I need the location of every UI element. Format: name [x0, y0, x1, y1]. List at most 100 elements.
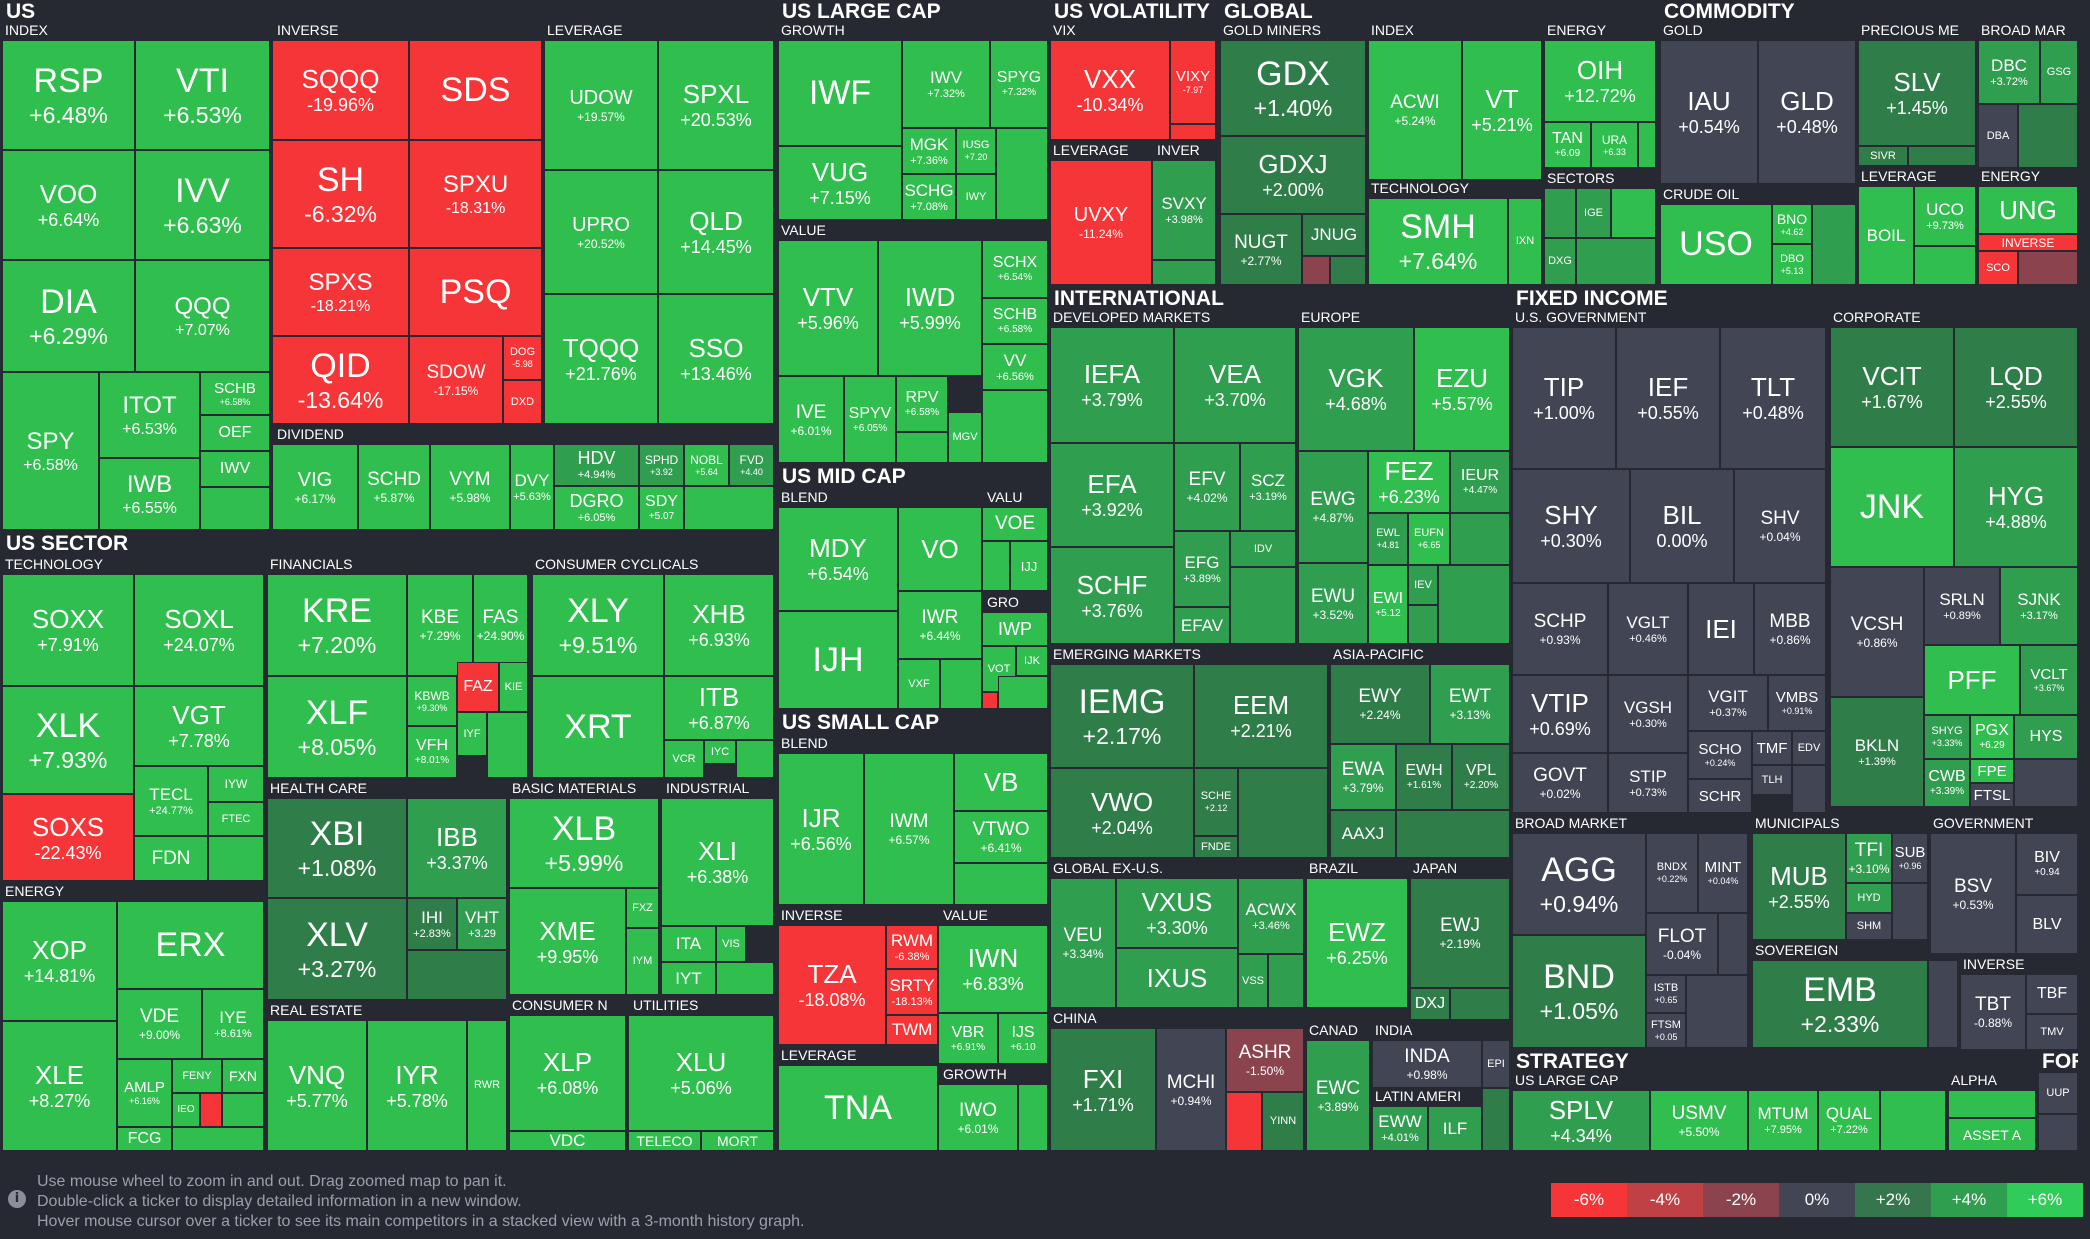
- ticker-tile-dxg[interactable]: DXG: [1544, 238, 1576, 285]
- ticker-tile-dba[interactable]: DBA: [1978, 104, 2018, 168]
- ticker-tile-small[interactable]: [1686, 975, 1748, 1048]
- ticker-tile-small[interactable]: [1450, 513, 1510, 565]
- ticker-tile-vis[interactable]: VIS: [716, 926, 746, 962]
- ticker-tile-mgk[interactable]: MGK +7.36%: [902, 128, 956, 174]
- ticker-tile-ezu[interactable]: EZU +5.57%: [1414, 327, 1510, 451]
- ticker-tile-xme[interactable]: XME +9.95%: [509, 888, 626, 995]
- ticker-tile-pff[interactable]: PFF: [1924, 645, 2020, 715]
- ticker-tile-sivr[interactable]: SIVR: [1858, 146, 1908, 166]
- ticker-tile-small[interactable]: [1908, 146, 1976, 166]
- ticker-tile-spyg[interactable]: SPYG +7.32%: [990, 40, 1048, 128]
- ticker-tile-kbwb[interactable]: KBWB +9.30%: [407, 676, 457, 726]
- ticker-tile-dgro[interactable]: DGRO +6.05%: [554, 486, 639, 530]
- ticker-tile-sh[interactable]: SH -6.32%: [272, 140, 409, 248]
- ticker-tile-splv[interactable]: SPLV +4.34%: [1512, 1090, 1650, 1151]
- ticker-tile-biv[interactable]: BIV +0.94: [2016, 833, 2078, 895]
- ticker-tile-vxf[interactable]: VXF: [898, 659, 940, 709]
- ticker-tile-sphd[interactable]: SPHD +3.92: [639, 444, 684, 486]
- ticker-tile-spy[interactable]: SPY +6.58%: [2, 372, 99, 530]
- ticker-tile-boil[interactable]: BOIL: [1858, 186, 1914, 285]
- ticker-tile-small[interactable]: [1268, 954, 1304, 1008]
- ticker-tile-cwb[interactable]: CWB +3.39%: [1924, 759, 1970, 807]
- ticker-tile-small[interactable]: [208, 836, 264, 881]
- ticker-tile-sco[interactable]: SCO: [1978, 251, 2018, 285]
- ticker-tile-aaxj[interactable]: AAXJ: [1330, 810, 1396, 858]
- ticker-tile-small[interactable]: [1152, 260, 1216, 285]
- ticker-tile-fxi[interactable]: FXI +1.71%: [1050, 1028, 1156, 1151]
- ticker-tile-ewt[interactable]: EWT +3.13%: [1430, 664, 1510, 744]
- ticker-tile-vss[interactable]: VSS: [1238, 954, 1268, 1008]
- ticker-tile-mchi[interactable]: MCHI +0.94%: [1156, 1028, 1226, 1151]
- ticker-tile-bsv[interactable]: BSV +0.53%: [1930, 833, 2016, 954]
- ticker-tile-mub[interactable]: MUB +2.55%: [1752, 833, 1846, 940]
- ticker-tile-small[interactable]: [2038, 1114, 2078, 1151]
- ticker-tile-ijh[interactable]: IJH: [778, 611, 898, 709]
- ticker-tile-sjnk[interactable]: SJNK +3.17%: [2000, 567, 2078, 645]
- ticker-tile-ixn[interactable]: IXN: [1508, 198, 1542, 285]
- ticker-tile-iym[interactable]: IYM: [626, 928, 659, 995]
- ticker-tile-small[interactable]: [1718, 913, 1748, 975]
- ticker-tile-xrt[interactable]: XRT: [532, 676, 664, 778]
- ticker-tile-iwo[interactable]: IWO +6.01%: [938, 1084, 1018, 1151]
- ticker-tile-efa[interactable]: EFA +3.92%: [1050, 443, 1174, 547]
- ticker-tile-mint[interactable]: MINT +0.04%: [1698, 833, 1748, 913]
- ticker-tile-shyg[interactable]: SHYG +3.33%: [1924, 715, 1970, 759]
- ticker-tile-tmv[interactable]: TMV: [2026, 1014, 2078, 1050]
- ticker-tile-iau[interactable]: IAU +0.54%: [1660, 40, 1758, 184]
- ticker-tile-small[interactable]: [1812, 204, 1856, 285]
- ticker-tile-ijr[interactable]: IJR +6.56%: [778, 753, 864, 905]
- ticker-tile-acwx[interactable]: ACWX +3.46%: [1238, 878, 1304, 954]
- ticker-tile-small[interactable]: [1914, 246, 1976, 285]
- ticker-tile-mort[interactable]: MORT: [701, 1131, 774, 1151]
- ticker-tile-iyw[interactable]: IYW: [208, 766, 264, 802]
- ticker-tile-stip[interactable]: STIP +0.73%: [1608, 753, 1688, 813]
- ticker-tile-ashr[interactable]: ASHR -1.50%: [1226, 1028, 1304, 1092]
- ticker-tile-gsg[interactable]: GSG: [2040, 40, 2078, 104]
- ticker-tile-ilf[interactable]: ILF: [1428, 1106, 1482, 1151]
- ticker-tile-xlv[interactable]: XLV +3.27%: [267, 898, 407, 1000]
- ticker-tile-fxz[interactable]: FXZ: [626, 888, 659, 928]
- ticker-tile-vb[interactable]: VB: [954, 753, 1048, 811]
- ticker-tile-usmv[interactable]: USMV +5.50%: [1650, 1090, 1748, 1151]
- ticker-tile-iwd[interactable]: IWD +5.99%: [878, 240, 982, 376]
- ticker-tile-nobl[interactable]: NOBL +5.64: [684, 444, 729, 486]
- ticker-tile-kbe[interactable]: KBE +7.29%: [407, 574, 473, 676]
- ticker-tile-iev[interactable]: IEV: [1408, 565, 1438, 605]
- ticker-tile-schg[interactable]: SCHG +7.08%: [902, 174, 956, 220]
- ticker-tile-vbr[interactable]: VBR +6.91%: [938, 1013, 998, 1064]
- ticker-tile-inverse[interactable]: INVERSE: [1978, 234, 2078, 251]
- ticker-tile-uco[interactable]: UCO +9.73%: [1914, 186, 1976, 246]
- ticker-tile-eww[interactable]: EWW +4.01%: [1372, 1106, 1428, 1151]
- ticker-tile-small[interactable]: [1482, 1088, 1510, 1151]
- ticker-tile-uup[interactable]: UUP: [2038, 1072, 2078, 1114]
- ticker-tile-qid[interactable]: QID -13.64%: [272, 336, 409, 424]
- ticker-tile-small[interactable]: [1792, 765, 1826, 813]
- ticker-tile-spyv[interactable]: SPYV +6.05%: [844, 376, 896, 463]
- ticker-tile-uso[interactable]: USO: [1660, 204, 1772, 285]
- ticker-tile-bno[interactable]: BNO +4.62: [1772, 204, 1812, 244]
- ticker-tile-small[interactable]: [2014, 759, 2078, 807]
- ticker-tile-xlu[interactable]: XLU +5.06%: [628, 1015, 774, 1131]
- ticker-tile-small[interactable]: [200, 1093, 222, 1127]
- ticker-tile-fcg[interactable]: FCG: [117, 1127, 172, 1151]
- ticker-tile-ijj[interactable]: IJJ: [1010, 541, 1048, 591]
- ticker-tile-small[interactable]: [1638, 122, 1656, 168]
- ticker-tile-ewa[interactable]: EWA +3.79%: [1330, 744, 1396, 810]
- ticker-tile-mgv[interactable]: MGV: [948, 412, 982, 463]
- ticker-tile-sds[interactable]: SDS: [409, 40, 542, 140]
- ticker-tile-ewg[interactable]: EWG +4.87%: [1298, 451, 1368, 563]
- ticker-tile-eem[interactable]: EEM +2.21%: [1194, 664, 1328, 768]
- ticker-tile-ige[interactable]: IGE: [1576, 188, 1611, 238]
- ticker-tile-smh[interactable]: SMH +7.64%: [1368, 198, 1508, 285]
- ticker-tile-idv[interactable]: IDV: [1230, 531, 1296, 567]
- ticker-tile-vcsh[interactable]: VCSH +0.86%: [1830, 567, 1924, 697]
- ticker-tile-spxu[interactable]: SPXU -18.31%: [409, 140, 542, 248]
- ticker-tile-xop[interactable]: XOP +14.81%: [2, 901, 117, 1021]
- ticker-tile-vcit[interactable]: VCIT +1.67%: [1830, 327, 1954, 447]
- ticker-tile-schr[interactable]: SCHR: [1688, 779, 1752, 813]
- ticker-tile-dxd[interactable]: DXD: [503, 380, 542, 424]
- ticker-tile-vxus[interactable]: VXUS +3.30%: [1116, 878, 1238, 948]
- ticker-tile-xbi[interactable]: XBI +1.08%: [267, 798, 407, 898]
- ticker-tile-small[interactable]: [1892, 883, 1928, 940]
- ticker-tile-ftsm[interactable]: FTSM +0.05: [1646, 1013, 1686, 1048]
